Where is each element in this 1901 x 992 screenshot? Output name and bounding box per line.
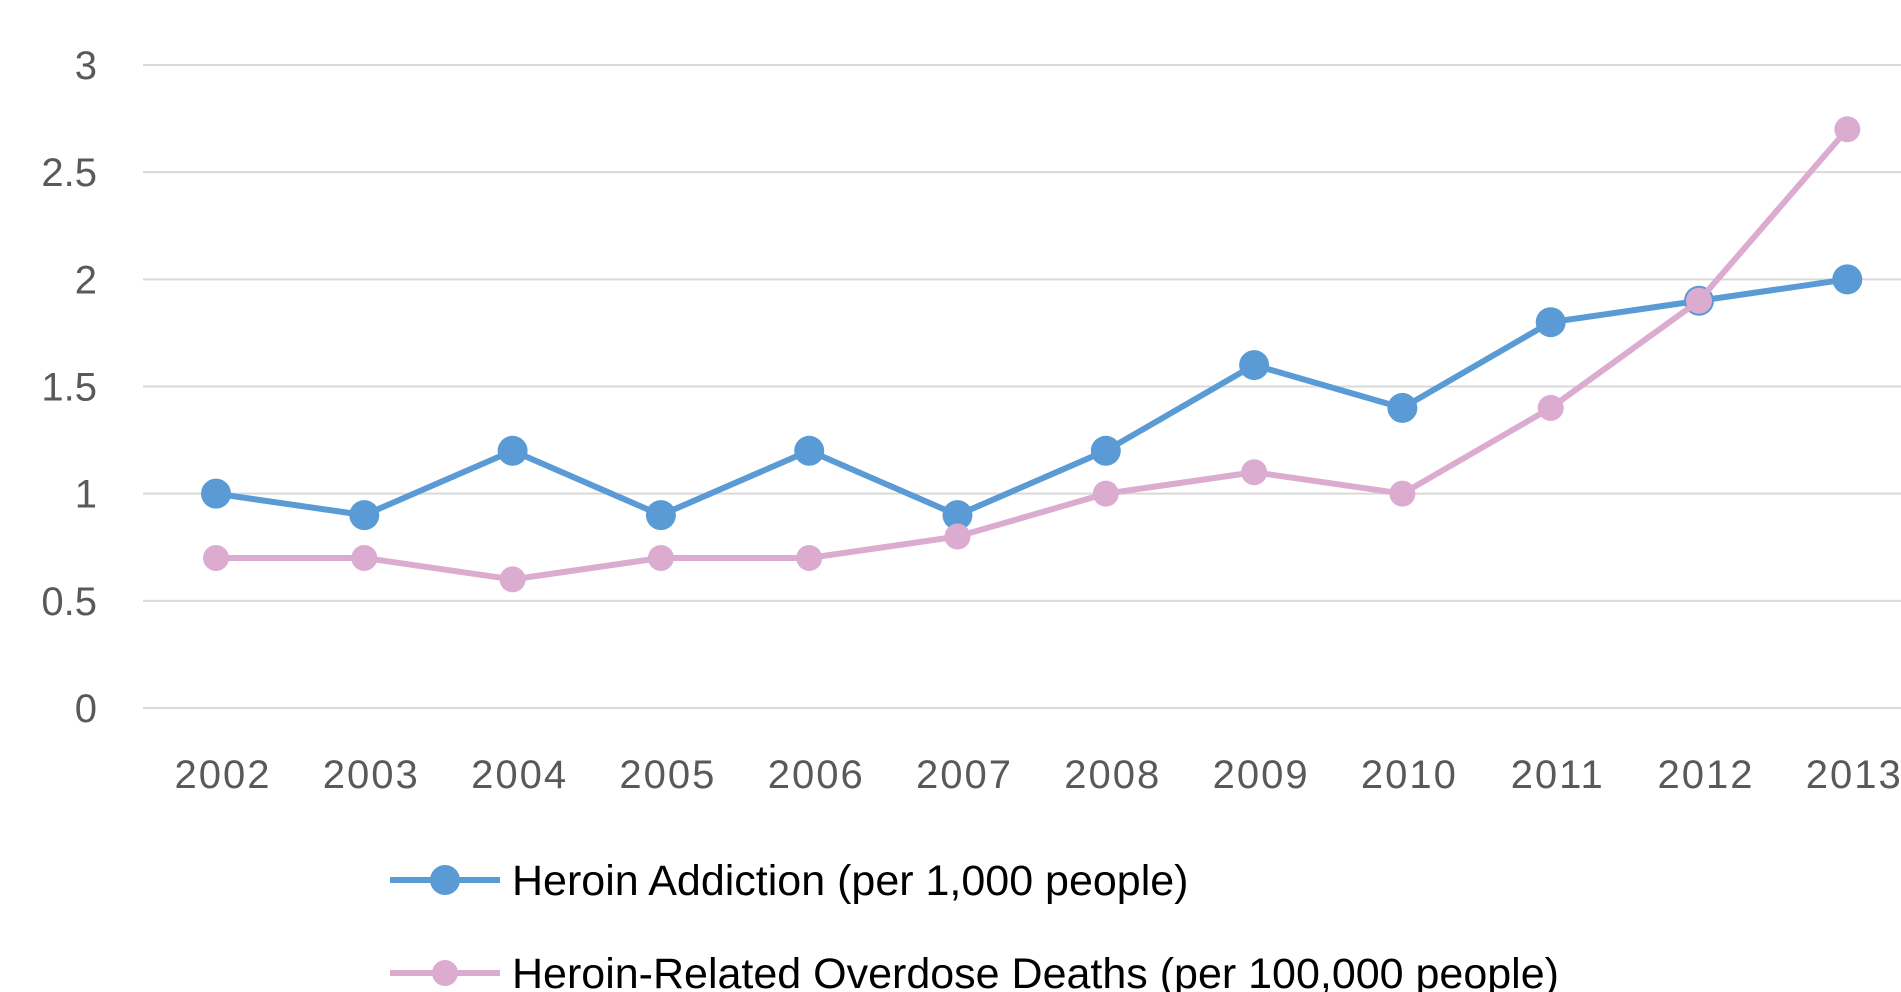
data-point [1834,116,1861,143]
data-point [1535,307,1566,338]
data-point [645,500,676,531]
y-tick-label: 0 [75,687,97,731]
data-point [201,478,231,509]
x-tick-label: 2011 [1511,753,1605,797]
data-series [201,116,1863,593]
x-tick-label: 2008 [1064,753,1161,797]
data-point [1239,350,1270,381]
legend-swatch-marker [432,960,458,986]
y-tick-label: 3 [75,44,97,88]
legend-swatch-marker [430,865,460,895]
data-point [1686,287,1712,314]
series-2 [203,116,1861,593]
legend-item: Heroin Addiction (per 1,000 people) [390,857,1189,905]
gridlines [143,64,1901,709]
data-point [1241,459,1268,486]
x-tick-label: 2007 [916,753,1013,797]
y-tick-label: 2 [75,258,97,302]
data-point [1832,264,1863,295]
data-point [796,544,823,571]
x-tick-label: 2009 [1213,753,1310,797]
legend-label: Heroin-Related Overdose Deaths (per 100,… [512,950,1559,992]
series-line [213,126,1851,583]
legend: Heroin Addiction (per 1,000 people) Heroi… [390,857,1559,992]
series-1 [201,264,1863,531]
series-line [213,276,1851,519]
data-point [647,544,674,571]
data-point [351,544,378,571]
x-axis-tick-labels: 2002 2003 2004 2005 2006 2007 2008 2009 2010 2011… [175,753,1901,797]
data-point [349,500,380,531]
data-point [1387,392,1418,423]
data-point [794,435,825,466]
legend-label: Heroin Addiction (per 1,000 people) [512,857,1189,905]
data-point [499,566,526,593]
x-tick-label: 2003 [323,753,420,797]
y-tick-label: 0.5 [41,580,97,624]
data-point [1537,394,1564,421]
data-point [1389,480,1416,507]
y-tick-label: 1.5 [41,366,97,410]
y-axis-tick-labels: 0 0.5 1 1.5 2 2.5 3 [41,44,97,731]
x-tick-label: 2012 [1658,753,1755,797]
x-tick-label: 2005 [619,753,716,797]
data-point [497,435,528,466]
data-point [1092,480,1119,507]
y-tick-label: 1 [75,473,97,517]
y-tick-label: 2.5 [41,151,97,195]
x-tick-label: 2004 [471,753,568,797]
data-point [944,523,971,550]
data-point [942,500,973,531]
data-point [1090,435,1121,466]
data-point [203,544,229,571]
legend-item: Heroin-Related Overdose Deaths (per 100,… [390,950,1559,992]
x-tick-label: 2002 [175,753,272,797]
x-tick-label: 2010 [1361,753,1458,797]
x-tick-label: 2013 [1806,753,1901,797]
x-tick-label: 2006 [768,753,865,797]
